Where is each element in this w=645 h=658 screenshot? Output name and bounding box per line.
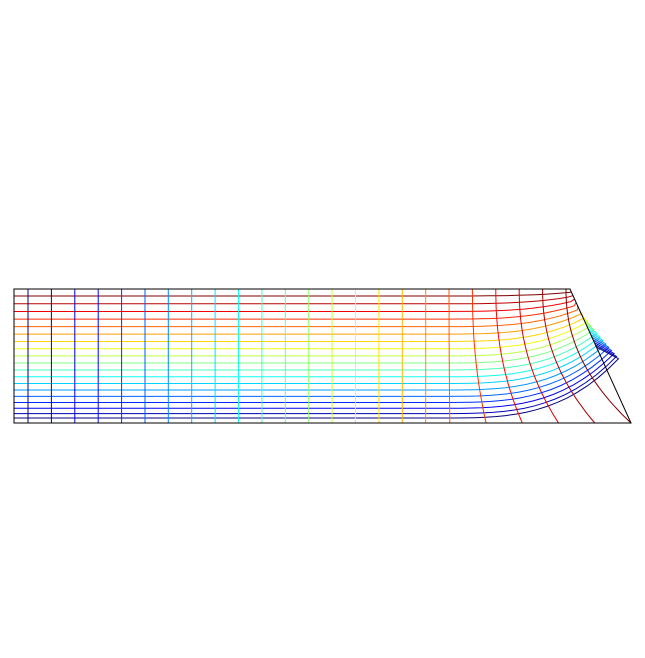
vertical-mesh-line [495,289,523,424]
horizontal-mesh-lines [14,291,620,419]
horizontal-mesh-line [14,298,575,312]
vertical-mesh-line [518,289,559,424]
horizontal-mesh-line [14,302,577,320]
horizontal-mesh-line [14,291,572,297]
horizontal-mesh-line [14,336,610,397]
vertical-mesh-line [448,289,451,423]
vertical-mesh-lines [27,289,632,424]
horizontal-mesh-line [14,331,604,384]
vertical-mesh-line [565,289,632,424]
horizontal-mesh-line [14,339,613,403]
vertical-mesh-line [542,289,596,424]
vertical-mesh-line [471,289,487,424]
horizontal-mesh-line [14,344,618,415]
domain-outline [13,288,632,424]
horizontal-mesh-line [14,325,598,371]
horizontal-mesh-line [14,305,579,328]
horizontal-mesh-line [14,312,585,342]
horizontal-mesh-line [14,328,601,378]
horizontal-mesh-line [14,334,607,391]
horizontal-mesh-line [14,309,582,335]
horizontal-mesh-line [14,346,620,419]
horizontal-mesh-line [14,295,574,305]
horizontal-mesh-line [14,342,615,409]
horizontal-mesh-line [14,318,592,357]
